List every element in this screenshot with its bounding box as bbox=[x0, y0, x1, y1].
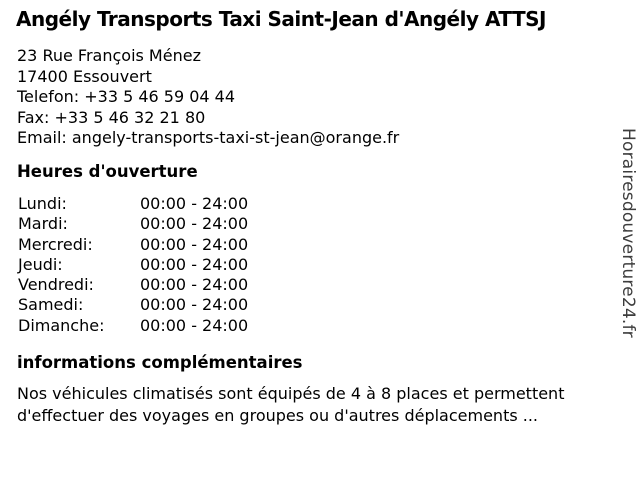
hours-time-value: 00:00 - 24:00 bbox=[140, 214, 249, 234]
hours-time-value: 00:00 - 24:00 bbox=[140, 194, 249, 213]
contact-block: 23 Rue François Ménez 17400 Essouvert Te… bbox=[17, 46, 399, 149]
hours-time-value: 00:00 - 24:00 bbox=[140, 275, 249, 295]
email-line: Email: angely-transports-taxi-st-jean@or… bbox=[17, 128, 400, 147]
hours-day-label: Vendredi: bbox=[18, 275, 94, 295]
hours-row-friday: Vendredi: 00:00 - 24:00 bbox=[18, 275, 248, 295]
hours-row-tuesday: Mardi: 00:00 - 24:00 bbox=[18, 214, 248, 234]
page-title: Angély Transports Taxi Saint-Jean d'Angé… bbox=[16, 7, 547, 31]
additional-info-heading: informations complémentaires bbox=[17, 353, 303, 372]
info-line-1: Nos véhicules climatisés sont équipés de… bbox=[17, 384, 565, 403]
additional-info-paragraph: Nos véhicules climatisés sont équipés de… bbox=[17, 383, 564, 426]
hours-day-label: Jeudi: bbox=[18, 254, 63, 274]
hours-table: Lundi: 00:00 - 24:00 Mardi: 00:00 - 24:0… bbox=[18, 194, 248, 336]
hours-time-value: 00:00 - 24:00 bbox=[140, 295, 249, 315]
hours-row-monday: Lundi: 00:00 - 24:00 bbox=[18, 194, 248, 214]
hours-day-label: Mercredi: bbox=[18, 234, 93, 254]
hours-day-label: Dimanche: bbox=[18, 315, 105, 335]
hours-day-label: Samedi: bbox=[18, 295, 84, 315]
hours-day-label: Lundi: bbox=[18, 194, 67, 213]
hours-row-thursday: Jeudi: 00:00 - 24:00 bbox=[18, 255, 248, 275]
hours-time-value: 00:00 - 24:00 bbox=[140, 254, 249, 274]
address-city: 17400 Essouvert bbox=[17, 66, 152, 86]
hours-row-sunday: Dimanche: 00:00 - 24:00 bbox=[18, 316, 248, 336]
watermark-vertical-text: Horairesdouverture24.fr bbox=[618, 128, 638, 338]
address-street: 23 Rue François Ménez bbox=[17, 46, 201, 65]
hours-time-value: 00:00 - 24:00 bbox=[140, 234, 249, 254]
phone-line: Telefon: +33 5 46 59 04 44 bbox=[17, 87, 236, 106]
hours-heading: Heures d'ouverture bbox=[17, 162, 198, 181]
hours-day-label: Mardi: bbox=[18, 214, 68, 234]
info-line-2: d'effectuer des voyages en groupes ou d'… bbox=[17, 405, 539, 425]
hours-row-wednesday: Mercredi: 00:00 - 24:00 bbox=[18, 235, 248, 255]
hours-time-value: 00:00 - 24:00 bbox=[140, 315, 249, 335]
hours-row-saturday: Samedi: 00:00 - 24:00 bbox=[18, 295, 248, 315]
fax-line: Fax: +33 5 46 32 21 80 bbox=[17, 107, 206, 127]
